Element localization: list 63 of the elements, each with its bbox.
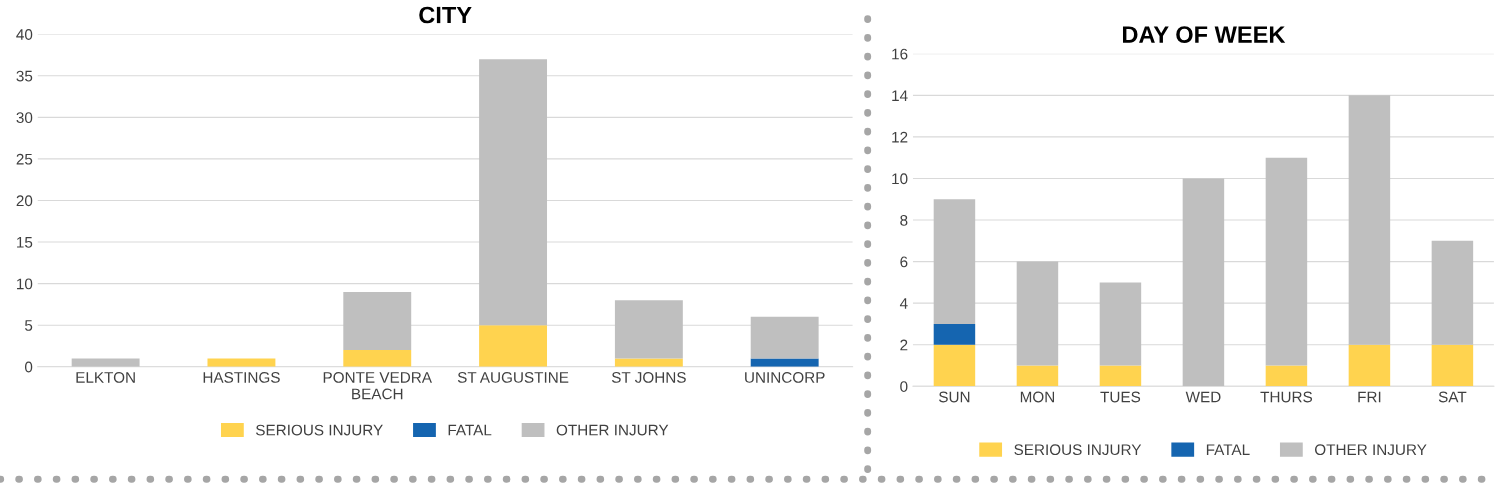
bar [1099, 365, 1142, 387]
y-tick-label: 16 [892, 48, 908, 60]
y-tick-label: 0 [24, 361, 33, 373]
bar [343, 291, 412, 351]
bar [750, 358, 819, 367]
y-tick-label: 6 [900, 256, 908, 268]
bar [1265, 157, 1308, 366]
y-tick-label: 2 [900, 339, 908, 351]
legend-label: SERIOUS INJURY [255, 424, 383, 436]
legend-label: OTHER INJURY [1314, 444, 1427, 456]
bar [1016, 365, 1059, 387]
bar [933, 199, 976, 324]
x-tick-label: HASTINGS [203, 372, 280, 383]
bar [614, 300, 683, 359]
chart-title: DAY OF WEEK [1122, 26, 1286, 43]
legend-label: OTHER INJURY [556, 424, 669, 436]
bar [1348, 95, 1391, 345]
bar [479, 325, 548, 367]
legend-label: SERIOUS INJURY [1014, 444, 1142, 456]
legend-label: FATAL [1206, 444, 1250, 455]
bar [1016, 261, 1059, 366]
y-tick-label: 15 [17, 237, 33, 248]
bar [343, 350, 412, 367]
bar [1348, 344, 1391, 387]
x-tick-label: FRI [1358, 391, 1381, 403]
y-tick-label: 10 [892, 173, 908, 185]
bar [1431, 344, 1474, 387]
chart-title: CITY [419, 6, 472, 24]
x-tick-label: WED [1185, 391, 1221, 403]
bar [1265, 365, 1308, 387]
x-tick-label: TUES [1100, 391, 1141, 403]
y-tick-label: 35 [16, 70, 33, 82]
y-tick-label: 30 [16, 112, 33, 124]
bar [1431, 240, 1474, 345]
y-tick-label: 0 [900, 381, 908, 392]
y-tick-label: 25 [16, 153, 33, 165]
x-tick-label: PONTE VEDRA BEACH [323, 372, 432, 400]
x-tick-label: ELKTON [76, 372, 135, 383]
bar [750, 316, 819, 359]
bar [207, 358, 276, 367]
x-tick-label: MON [1020, 391, 1055, 403]
x-tick-label: UNINCORP [745, 372, 825, 383]
bar [479, 59, 548, 326]
x-tick-label: THURS [1260, 391, 1313, 403]
bar [71, 358, 140, 367]
bar [1099, 282, 1142, 366]
y-tick-label: 10 [17, 278, 33, 290]
bar [933, 344, 976, 387]
y-tick-label: 5 [24, 320, 33, 331]
y-tick-label: 40 [16, 29, 33, 40]
bar [933, 323, 976, 345]
bar [1182, 178, 1225, 387]
x-tick-label: ST AUGUSTINE [457, 372, 569, 383]
x-tick-label: SUN [939, 391, 970, 403]
bar [614, 358, 683, 367]
y-tick-label: 20 [16, 195, 33, 207]
legend-label: FATAL [448, 424, 492, 436]
y-tick-label: 14 [892, 90, 908, 101]
y-tick-label: 4 [899, 298, 908, 309]
x-tick-label: SAT [1438, 391, 1467, 403]
x-tick-label: ST JOHNS [611, 372, 686, 383]
y-tick-label: 8 [900, 214, 908, 226]
y-tick-label: 12 [892, 131, 908, 143]
